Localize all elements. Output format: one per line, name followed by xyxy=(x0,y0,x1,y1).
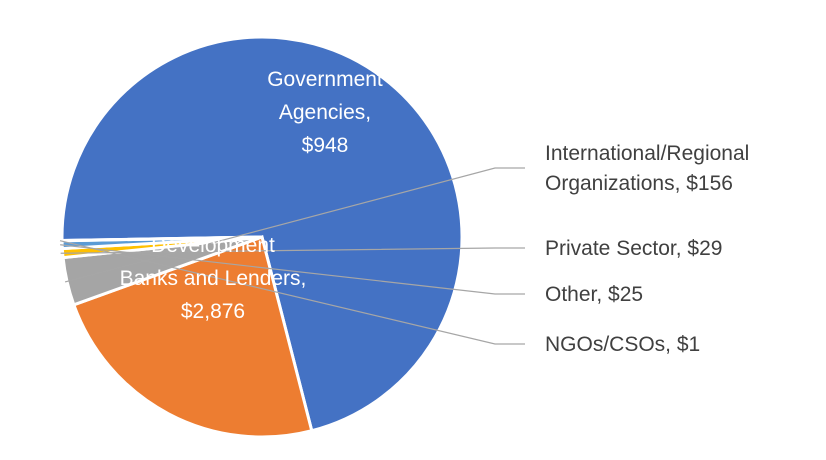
slice-label-international-regional-organizations: International/Regional Organizations, $15… xyxy=(545,142,749,195)
slice-label-government-agencies: Government Agencies, $948 xyxy=(267,68,383,157)
slice-labels: Development Banks and Lenders, $2,876 Gover… xyxy=(120,68,750,356)
slice-label-line: $2,876 xyxy=(181,300,245,323)
leader-line-international-regional-organizations xyxy=(64,167,525,283)
slice-label-line: Organizations, $156 xyxy=(545,172,733,195)
leader-lines xyxy=(59,167,525,345)
leader-line-private-sector xyxy=(60,247,525,254)
pie-slices xyxy=(60,35,464,439)
leader-line-ngos-csos xyxy=(59,240,525,345)
slice-label-other: Other, $25 xyxy=(545,283,643,306)
slice-label-line: Government xyxy=(267,68,383,91)
slice-label-private-sector: Private Sector, $29 xyxy=(545,237,722,260)
slice-label-line: International/Regional xyxy=(545,142,749,165)
slice-label-line: Banks and Lenders, xyxy=(120,267,307,290)
slice-label-ngos-csos: NGOs/CSOs, $1 xyxy=(545,333,700,356)
pie-slice-development-banks-and-lenders xyxy=(60,35,464,433)
slice-label-line: NGOs/CSOs, $1 xyxy=(545,333,700,356)
leader-line-other xyxy=(60,244,525,295)
slice-label-line: Agencies, xyxy=(279,101,371,124)
slice-label-line: Development xyxy=(151,234,275,257)
slice-label-line: Other, $25 xyxy=(545,283,643,306)
slice-label-line: Private Sector, $29 xyxy=(545,237,722,260)
slice-label-development-banks-and-lenders: Development Banks and Lenders, $2,876 xyxy=(120,234,307,323)
pie-slice-government-agencies xyxy=(71,235,314,439)
slice-label-line: $948 xyxy=(302,134,349,157)
